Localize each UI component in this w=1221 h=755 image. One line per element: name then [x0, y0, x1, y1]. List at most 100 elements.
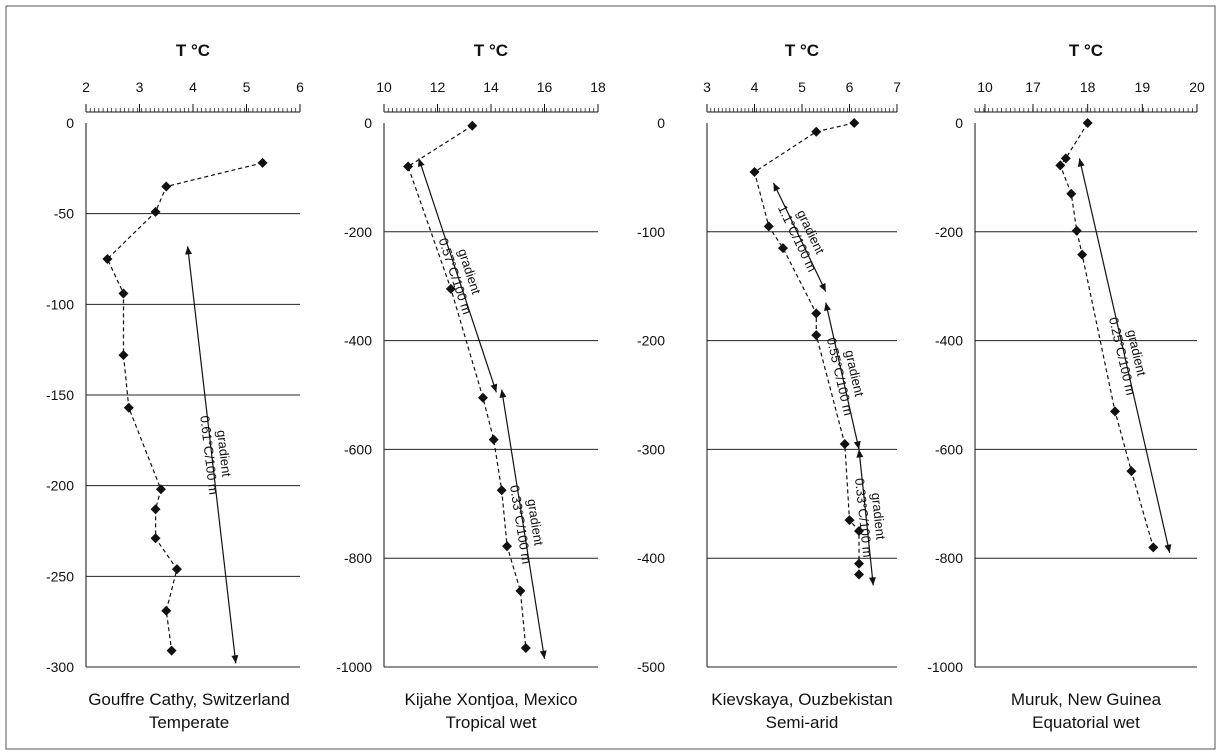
y-tick-label: -200 [637, 333, 665, 349]
gradient-line [825, 302, 860, 450]
x-tick-label: 10 [376, 79, 392, 95]
arrowhead [539, 650, 547, 659]
data-point [171, 564, 182, 575]
y-tick-label: -100 [637, 224, 665, 240]
data-point [477, 392, 488, 403]
panel-title: T °C [474, 41, 508, 60]
caption-location: Muruk, New Guinea [1011, 690, 1162, 709]
gradient-label-line: gradient [869, 492, 889, 541]
gradient-line [187, 246, 237, 664]
data-point [749, 166, 760, 177]
arrowhead [1077, 158, 1085, 167]
x-tick-label: 19 [1135, 79, 1151, 95]
data-connector [407, 125, 527, 649]
y-tick-label: -600 [344, 441, 372, 457]
gradient-arrow-2: gradient0.55°C/100 m [824, 302, 867, 450]
y-tick-label: -100 [46, 296, 74, 312]
y-tick-label: -50 [54, 206, 74, 222]
panel-4: T °C10 17 18 19 200-200-400-600-800-1000grad… [927, 41, 1205, 732]
figure-border [5, 5, 1216, 750]
y-tick-label: 0 [66, 115, 74, 131]
caption-location: Kijahe Xontjoa, Mexico [405, 690, 578, 709]
data-point [1110, 406, 1120, 417]
data-point [515, 585, 526, 596]
x-tick-label: 5 [798, 79, 806, 95]
data-point [150, 533, 161, 544]
data-point [1055, 160, 1066, 171]
data-point [496, 485, 507, 496]
arrowhead [853, 440, 861, 450]
panel-title: T °C [1069, 41, 1103, 60]
gradient-line [418, 158, 497, 393]
data-point [118, 350, 129, 361]
data-point [155, 484, 166, 495]
gradient-line [772, 182, 827, 292]
data-point [854, 526, 864, 536]
caption-climate: Semi-arid [766, 713, 839, 732]
arrowhead [824, 302, 831, 312]
data-point [488, 434, 499, 445]
data-point [778, 243, 788, 254]
data-point [257, 157, 268, 168]
data-point [1126, 466, 1137, 477]
x-tick-label: 14 [483, 79, 499, 95]
y-tick-label: -800 [935, 550, 963, 566]
x-tick-label: 4 [751, 79, 759, 95]
data-point [161, 181, 172, 192]
x-tick-label: 3 [136, 79, 144, 95]
y-tick-label: -300 [637, 441, 665, 457]
y-tick-label: 0 [657, 115, 665, 131]
y-tick-label: -200 [935, 224, 963, 240]
data-point [123, 402, 134, 413]
x-tick-label: 7 [893, 79, 901, 95]
y-tick-label: -600 [935, 441, 963, 457]
y-tick-label: -200 [344, 224, 372, 240]
arrowhead [868, 577, 876, 586]
data-point [403, 161, 414, 172]
data-point [161, 605, 172, 616]
y-tick-label: -400 [344, 333, 372, 349]
gradient-label-line: gradient [214, 429, 234, 478]
panel-title: T °C [785, 41, 819, 60]
x-tick-label: 17 [1025, 79, 1041, 95]
y-tick-label: 0 [955, 115, 963, 131]
panel-3: T °C3 4 5 6 70-100-200-300-400-500gradient1.… [637, 41, 901, 732]
y-tick-label: -800 [344, 550, 372, 566]
arrowhead [773, 182, 781, 192]
data-point [849, 118, 860, 128]
arrowhead [856, 449, 864, 458]
arrowhead [231, 655, 239, 664]
data-point [1077, 249, 1088, 260]
gradient-line [858, 449, 874, 586]
x-tick-label: 4 [189, 79, 197, 95]
data-point [166, 645, 177, 656]
x-tick-label: 3 [703, 79, 711, 95]
gradient-line [1078, 158, 1171, 553]
x-tick-label: 16 [537, 79, 553, 95]
gradient-line [501, 389, 546, 659]
x-tick-label: 5 [243, 79, 251, 95]
x-tick-label: 6 [296, 79, 304, 95]
data-point [763, 221, 774, 232]
y-tick-label: -400 [637, 550, 665, 566]
data-point [1071, 225, 1082, 236]
gradient-label-line: gradient [524, 498, 546, 547]
x-tick-label: 18 [1080, 79, 1096, 95]
data-point [1148, 542, 1159, 553]
data-point [839, 438, 850, 449]
data-connector [753, 122, 860, 575]
y-tick-label: -1000 [927, 659, 963, 675]
arrowhead [499, 389, 507, 399]
data-point [445, 283, 456, 294]
data-point [502, 541, 513, 552]
x-tick-label: 12 [430, 79, 446, 95]
data-point [1066, 188, 1077, 199]
arrowhead [490, 383, 498, 393]
y-tick-label: -400 [935, 333, 963, 349]
data-point [150, 206, 161, 217]
y-tick-label: -500 [637, 659, 665, 675]
data-point [102, 254, 113, 264]
x-tick-label: 20 [1189, 79, 1205, 95]
x-tick-label: 18 [590, 79, 606, 95]
